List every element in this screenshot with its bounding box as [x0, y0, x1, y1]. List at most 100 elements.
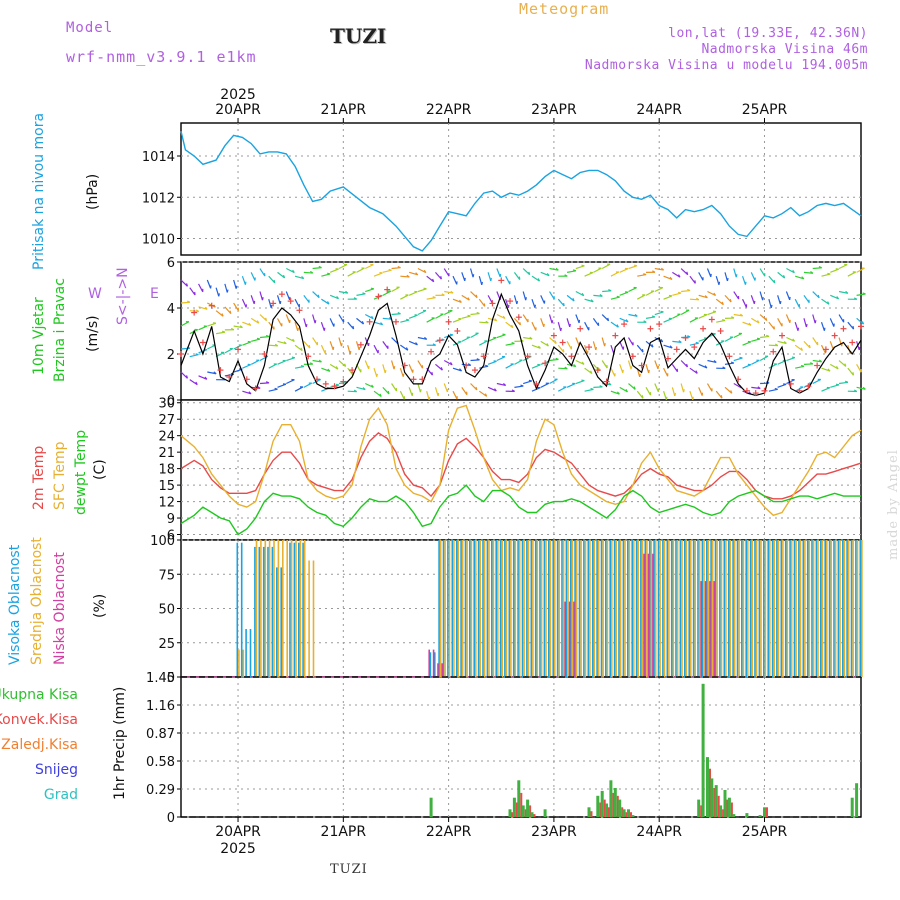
wind-arrow-head [239, 325, 243, 329]
precipitation-ytick-label: 0.87 [146, 727, 175, 742]
wind-arrow [654, 287, 664, 293]
wind-arrow-head [692, 396, 694, 400]
cloud-bar [700, 581, 702, 677]
wind-ytick-label: 2 [167, 348, 175, 363]
wind-arrow-head [402, 373, 405, 377]
cloud-bar [512, 540, 515, 677]
wind-arrow-head [862, 292, 866, 295]
wind-arrow [180, 301, 191, 304]
cloud-bar [562, 540, 565, 677]
wind-arrow [821, 298, 830, 305]
cloud-bar [475, 540, 477, 677]
wind-arrow [399, 367, 404, 377]
precip-conv-bar [529, 805, 532, 817]
wind-arrow [276, 318, 283, 327]
wind-arrow-head [379, 393, 382, 397]
wind-arrow-head [744, 281, 747, 285]
wind-arrow-head [437, 392, 440, 397]
cloud-bar [618, 540, 620, 677]
wind-arrow-head [739, 356, 743, 359]
top-date-label: 25APR [742, 102, 788, 118]
wind-arrow-head [185, 283, 189, 287]
cloud-bar [628, 540, 631, 677]
wind-arrow [715, 390, 723, 399]
wind-arrow [724, 294, 732, 303]
wind-arrow [785, 314, 791, 324]
cloud-bar [751, 540, 753, 677]
cloud-bar [510, 540, 512, 677]
wind-arrow-head [748, 322, 752, 326]
wind-arrow [496, 356, 506, 362]
wind-arrow-head [265, 334, 270, 338]
cloud-bar [488, 540, 490, 677]
cloud-bar [790, 540, 793, 677]
cloud-bar [745, 540, 747, 677]
wind-arrow-head [507, 304, 510, 308]
wind-arrow [329, 268, 339, 273]
wind-arrow [715, 298, 724, 306]
wind-arrow-head [660, 339, 664, 343]
wind-arrow-head [651, 315, 656, 318]
cloud-bar [817, 540, 819, 677]
wind-arrow [680, 309, 690, 316]
wind-arrow [215, 331, 226, 335]
cloud-bar [856, 540, 859, 677]
cloud-bar [439, 540, 442, 677]
cloud-bar [312, 560, 315, 677]
wind-arrow [487, 337, 497, 342]
wind-arrow [312, 291, 320, 299]
model-label: Model [66, 20, 114, 36]
wind-arrow-head [861, 321, 865, 325]
wind-arrow-head [221, 330, 226, 333]
bottom-date-label: 25APR [742, 824, 788, 840]
cloud-bar [643, 553, 645, 677]
wind-arrow-head [229, 310, 232, 314]
cloud-bar [273, 540, 275, 677]
wind-arrow [417, 267, 427, 274]
wind-arrow [671, 364, 678, 373]
cloud-bar [627, 540, 629, 677]
cloud-bar [298, 542, 300, 677]
cloud-bar [597, 540, 600, 677]
wind-arrow-head [204, 306, 208, 310]
wind-arrow [382, 317, 392, 320]
wind-arrow [478, 276, 483, 286]
wind-arrow [654, 267, 664, 271]
wind-arrow [505, 342, 515, 346]
wind-arrow [698, 314, 708, 319]
wind-arrow [531, 387, 541, 392]
cloud-bar [523, 540, 525, 677]
cloud-series-1 [238, 540, 863, 677]
cloud-bar [647, 553, 650, 677]
wind-arrow [627, 337, 634, 346]
wind-arrow [838, 314, 845, 323]
temperature-frame [180, 399, 862, 541]
temperature-title: 2m Temp [31, 446, 47, 510]
wind-arrow [259, 314, 267, 322]
cloud-bar [262, 546, 265, 677]
wind-arrow-head [844, 363, 847, 367]
cloud-bar [659, 540, 661, 677]
cloud-bar [662, 540, 664, 677]
cloud-bar [758, 540, 761, 677]
wind-arrow [575, 359, 585, 365]
wind-arrow-head [432, 296, 436, 299]
elevation-label: Nadmorska Visina 46m [701, 42, 868, 57]
wind-arrow [391, 360, 395, 370]
wind-arrow-head [270, 304, 273, 308]
wind-arrow [742, 321, 752, 326]
wind-arrow [531, 298, 536, 308]
wind-arrow-head [572, 269, 577, 272]
wind-arrow-head [318, 265, 322, 269]
wind-arrow-head [248, 391, 252, 395]
cloud-bar [583, 540, 585, 677]
wind-arrow [549, 378, 558, 385]
wind-arrow [479, 365, 489, 369]
cloud-bar [690, 540, 692, 677]
wind-arrow-head [639, 373, 641, 377]
cloud-bar [540, 540, 543, 677]
wind-arrow-head [827, 272, 831, 275]
wind-arrow-head [449, 361, 453, 366]
wind-arrow-head [818, 266, 822, 269]
wind-arrow-head [573, 364, 577, 367]
